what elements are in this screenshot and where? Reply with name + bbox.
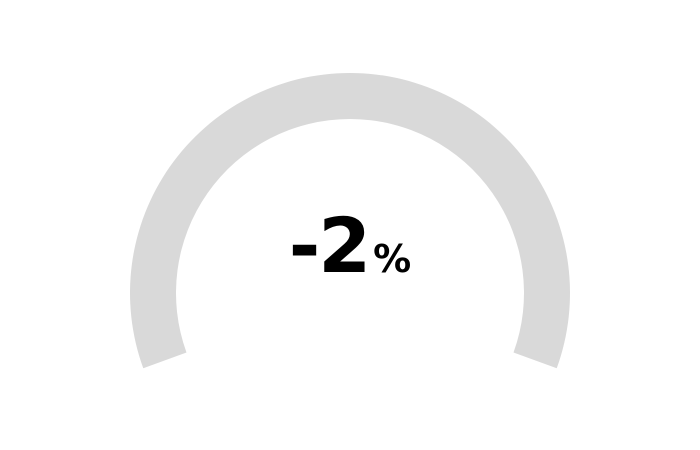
gauge-value: -2 — [288, 201, 371, 290]
gauge-track — [129, 72, 570, 369]
gauge-unit: % — [373, 237, 412, 281]
gauge-readout: -2% — [0, 208, 700, 284]
